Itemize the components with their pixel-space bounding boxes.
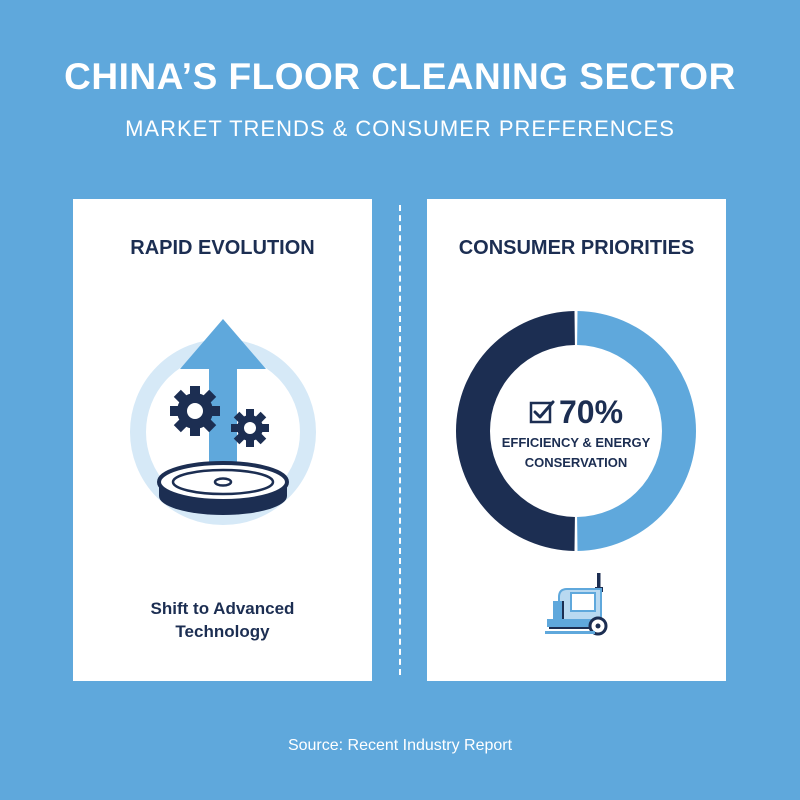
stat-label: EFFICIENCY & ENERGY CONSERVATION: [502, 433, 651, 473]
infographic-subtitle: MARKET TRENDS & CONSUMER PREFERENCES: [125, 116, 675, 141]
stat-label-line-2: CONSERVATION: [524, 454, 628, 470]
rapid-evolution-panel: RAPID EVOLUTION: [73, 199, 372, 681]
consumer-priorities-heading: CONSUMER PRIORITIES: [458, 237, 695, 259]
caption-line-2: Technology: [175, 622, 270, 641]
stat-value: 70%: [558, 393, 624, 430]
floor-scrubber-icon: [545, 573, 608, 636]
source-note: Source: Recent Industry Report: [287, 737, 513, 754]
stat-label-line-1: EFFICIENCY & ENERGY: [501, 434, 651, 450]
evolution-caption: Shift to Advanced Technology: [73, 597, 372, 643]
rapid-evolution-heading: RAPID EVOLUTION: [130, 237, 315, 259]
infographic-title: CHINA’S FLOOR CLEANING SECTOR: [64, 56, 736, 97]
dashed-divider: [399, 205, 401, 675]
upward-arrow-gears-robot-vacuum-icon: [130, 319, 316, 525]
checkbox-icon: [529, 400, 555, 424]
large-gear-icon: [170, 386, 220, 436]
donut-segment-dark: [455, 311, 575, 551]
donut-center: 70% EFFICIENCY & ENERGY CONSERVATION: [455, 310, 697, 552]
consumer-priorities-panel: CONSUMER PRIORITIES 70% EFFICIENCY & ENE…: [427, 199, 726, 681]
caption-line-1: Shift to Advanced: [150, 599, 295, 618]
small-gear-icon: [231, 409, 269, 447]
robot-vacuum-icon: [157, 461, 289, 515]
arrow-head-icon: [180, 319, 266, 369]
donut-ring: [455, 311, 697, 551]
stat-row: 70%: [529, 394, 623, 431]
donut-segment-light: [577, 311, 697, 551]
